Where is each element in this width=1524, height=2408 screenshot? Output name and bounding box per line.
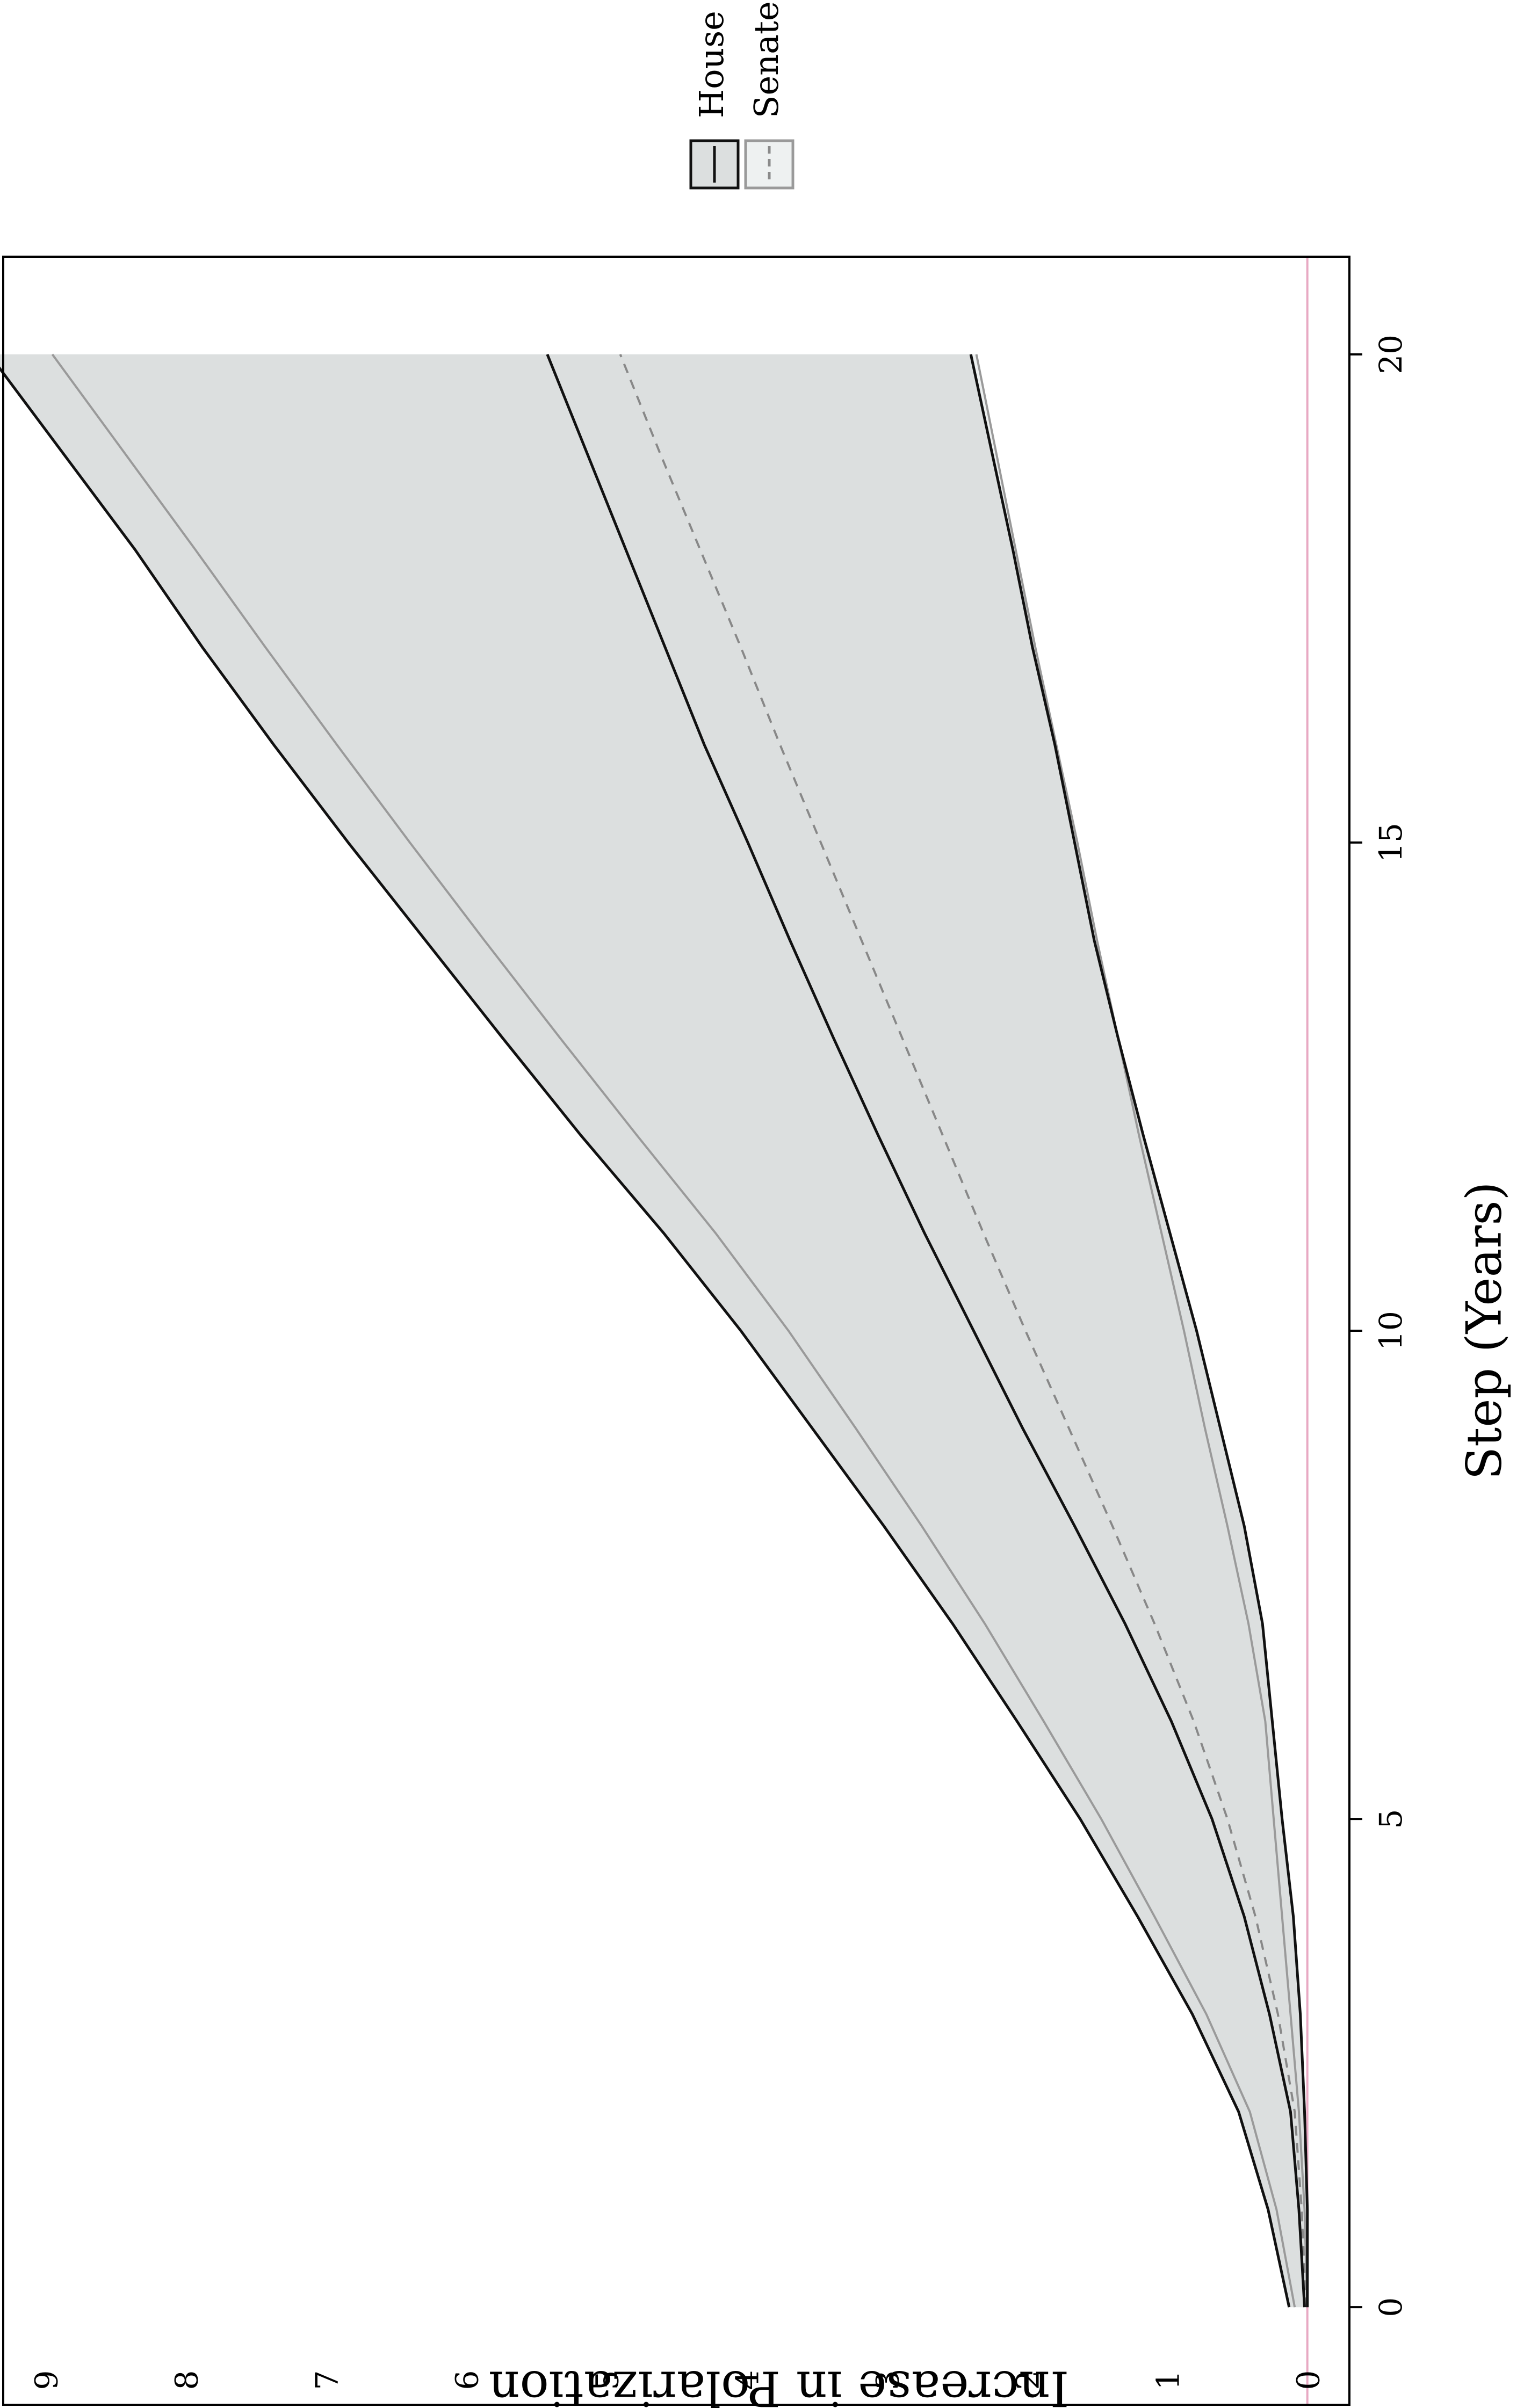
y-tick-label: 7 <box>308 2370 345 2390</box>
plot-layer <box>0 257 1309 2405</box>
y-tick-label: 6 <box>449 2370 485 2390</box>
y-tick-label: 9 <box>28 2370 64 2390</box>
senate-mean-line <box>619 354 1308 2308</box>
senate-legend-label: Senate <box>747 1 786 118</box>
x-tick-label: 10 <box>1373 1311 1409 1351</box>
y-tick-label: 5 <box>589 2370 625 2390</box>
house-confidence-band <box>0 354 1308 2308</box>
house-lower-bound <box>969 354 1309 2308</box>
y-tick-label: 2 <box>1010 2370 1046 2390</box>
x-tick-label: 20 <box>1373 335 1409 374</box>
house-upper-bound <box>0 366 1291 2308</box>
x-tick-label: 15 <box>1373 823 1409 862</box>
x-axis-label: Step (Years) <box>1456 1181 1512 1479</box>
x-tick-label: 5 <box>1373 1809 1409 1829</box>
house-mean-line <box>546 353 1306 2308</box>
legend: House Senate <box>689 1 794 190</box>
y-tick-label: 1 <box>1150 2370 1187 2390</box>
y-tick-label: 8 <box>168 2370 205 2390</box>
house-legend-label: House <box>692 11 731 118</box>
axis-layer: 0 1 2 3 4 5 6 7 8 9 0 5 10 15 20 <box>28 335 1409 2390</box>
senate-upper-bound <box>51 353 1296 2308</box>
x-tick-label: 0 <box>1373 2297 1409 2317</box>
senate-lower-bound <box>975 354 1309 2308</box>
y-tick-label: 3 <box>870 2370 906 2390</box>
y-tick-label: 0 <box>1290 2370 1327 2390</box>
y-tick-label: 4 <box>730 2370 766 2390</box>
y-axis-label: Increase in Polarization <box>489 2360 1070 2408</box>
